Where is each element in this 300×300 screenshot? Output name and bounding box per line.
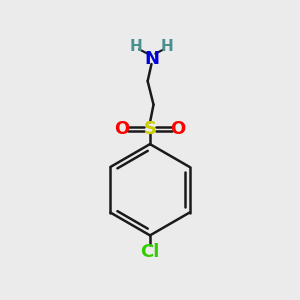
Text: N: N bbox=[144, 50, 159, 68]
Text: O: O bbox=[170, 120, 186, 138]
Text: Cl: Cl bbox=[140, 243, 160, 261]
Text: S: S bbox=[143, 120, 157, 138]
Text: H: H bbox=[130, 39, 142, 54]
Text: H: H bbox=[160, 39, 173, 54]
Text: O: O bbox=[114, 120, 130, 138]
